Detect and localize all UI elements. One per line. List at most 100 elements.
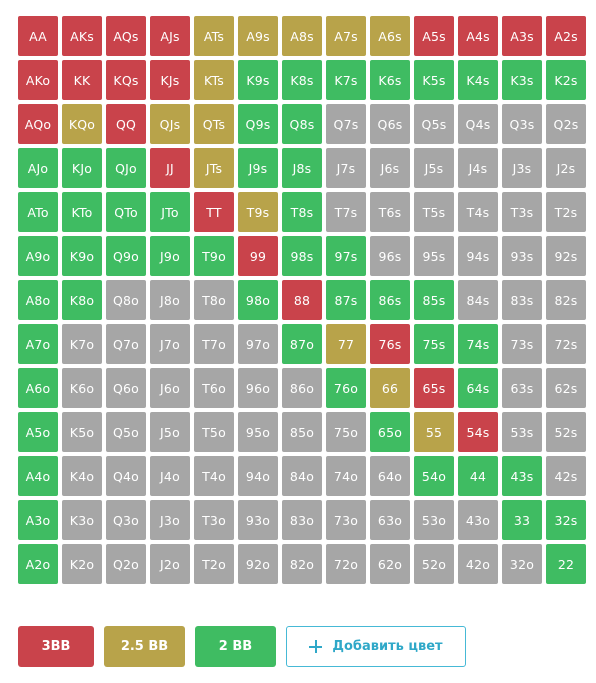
hand-cell[interactable]: 82o <box>282 544 322 584</box>
hand-cell[interactable]: KK <box>62 60 102 100</box>
hand-cell[interactable]: J3s <box>502 148 542 188</box>
hand-cell[interactable]: A3s <box>502 16 542 56</box>
hand-cell[interactable]: J3o <box>150 500 190 540</box>
hand-cell[interactable]: 86s <box>370 280 410 320</box>
hand-cell[interactable]: 64o <box>370 456 410 496</box>
hand-cell[interactable]: J7s <box>326 148 366 188</box>
hand-cell[interactable]: T4s <box>458 192 498 232</box>
hand-cell[interactable]: Q5o <box>106 412 146 452</box>
hand-cell[interactable]: 86o <box>282 368 322 408</box>
hand-cell[interactable]: J9s <box>238 148 278 188</box>
hand-cell[interactable]: T7s <box>326 192 366 232</box>
hand-cell[interactable]: 52s <box>546 412 586 452</box>
hand-cell[interactable]: T9o <box>194 236 234 276</box>
hand-cell[interactable]: 72s <box>546 324 586 364</box>
hand-cell[interactable]: T6s <box>370 192 410 232</box>
hand-cell[interactable]: Q7s <box>326 104 366 144</box>
hand-cell[interactable]: 63o <box>370 500 410 540</box>
hand-cell[interactable]: 64s <box>458 368 498 408</box>
hand-cell[interactable]: K2s <box>546 60 586 100</box>
hand-cell[interactable]: K4o <box>62 456 102 496</box>
hand-cell[interactable]: J9o <box>150 236 190 276</box>
hand-cell[interactable]: 74s <box>458 324 498 364</box>
hand-cell[interactable]: A4s <box>458 16 498 56</box>
hand-cell[interactable]: 87s <box>326 280 366 320</box>
hand-cell[interactable]: 94o <box>238 456 278 496</box>
hand-cell[interactable]: A5o <box>18 412 58 452</box>
hand-cell[interactable]: 73s <box>502 324 542 364</box>
hand-cell[interactable]: A2s <box>546 16 586 56</box>
hand-cell[interactable]: Q6s <box>370 104 410 144</box>
hand-cell[interactable]: AJs <box>150 16 190 56</box>
hand-cell[interactable]: KTs <box>194 60 234 100</box>
hand-cell[interactable]: A5s <box>414 16 454 56</box>
hand-cell[interactable]: T4o <box>194 456 234 496</box>
hand-cell[interactable]: 85o <box>282 412 322 452</box>
hand-cell[interactable]: K8o <box>62 280 102 320</box>
hand-cell[interactable]: 88 <box>282 280 322 320</box>
hand-cell[interactable]: 63s <box>502 368 542 408</box>
hand-cell[interactable]: T2o <box>194 544 234 584</box>
legend-color-2bb[interactable]: 2 BB <box>195 626 276 667</box>
hand-cell[interactable]: 62s <box>546 368 586 408</box>
hand-cell[interactable]: 92s <box>546 236 586 276</box>
hand-cell[interactable]: 84o <box>282 456 322 496</box>
hand-cell[interactable]: K3s <box>502 60 542 100</box>
hand-cell[interactable]: A7s <box>326 16 366 56</box>
hand-cell[interactable]: K5o <box>62 412 102 452</box>
hand-cell[interactable]: JTs <box>194 148 234 188</box>
hand-cell[interactable]: JTo <box>150 192 190 232</box>
hand-cell[interactable]: 73o <box>326 500 366 540</box>
hand-cell[interactable]: Q2o <box>106 544 146 584</box>
hand-cell[interactable]: J4o <box>150 456 190 496</box>
hand-cell[interactable]: Q8s <box>282 104 322 144</box>
hand-cell[interactable]: Q2s <box>546 104 586 144</box>
hand-cell[interactable]: J5o <box>150 412 190 452</box>
hand-cell[interactable]: 43o <box>458 500 498 540</box>
hand-cell[interactable]: T9s <box>238 192 278 232</box>
hand-cell[interactable]: T8o <box>194 280 234 320</box>
hand-cell[interactable]: TT <box>194 192 234 232</box>
hand-cell[interactable]: A8s <box>282 16 322 56</box>
hand-cell[interactable]: 96s <box>370 236 410 276</box>
hand-cell[interactable]: K2o <box>62 544 102 584</box>
hand-cell[interactable]: AA <box>18 16 58 56</box>
hand-cell[interactable]: J8s <box>282 148 322 188</box>
hand-cell[interactable]: QQ <box>106 104 146 144</box>
add-color-button[interactable]: Добавить цвет <box>286 626 466 667</box>
hand-cell[interactable]: A2o <box>18 544 58 584</box>
hand-cell[interactable]: QJs <box>150 104 190 144</box>
hand-cell[interactable]: 99 <box>238 236 278 276</box>
hand-cell[interactable]: 52o <box>414 544 454 584</box>
hand-cell[interactable]: 32s <box>546 500 586 540</box>
hand-cell[interactable]: 33 <box>502 500 542 540</box>
hand-cell[interactable]: 65o <box>370 412 410 452</box>
hand-cell[interactable]: K8s <box>282 60 322 100</box>
hand-cell[interactable]: 93s <box>502 236 542 276</box>
hand-cell[interactable]: 54o <box>414 456 454 496</box>
hand-cell[interactable]: T8s <box>282 192 322 232</box>
hand-cell[interactable]: K6o <box>62 368 102 408</box>
hand-cell[interactable]: 98o <box>238 280 278 320</box>
hand-cell[interactable]: 72o <box>326 544 366 584</box>
hand-cell[interactable]: 75o <box>326 412 366 452</box>
hand-cell[interactable]: Q3o <box>106 500 146 540</box>
hand-cell[interactable]: K7s <box>326 60 366 100</box>
hand-cell[interactable]: J5s <box>414 148 454 188</box>
hand-cell[interactable]: T7o <box>194 324 234 364</box>
hand-cell[interactable]: 85s <box>414 280 454 320</box>
hand-cell[interactable]: T2s <box>546 192 586 232</box>
hand-cell[interactable]: Q8o <box>106 280 146 320</box>
hand-cell[interactable]: 87o <box>282 324 322 364</box>
hand-cell[interactable]: 97s <box>326 236 366 276</box>
hand-cell[interactable]: A9o <box>18 236 58 276</box>
hand-cell[interactable]: 66 <box>370 368 410 408</box>
hand-cell[interactable]: QTs <box>194 104 234 144</box>
hand-cell[interactable]: Q9s <box>238 104 278 144</box>
hand-cell[interactable]: A7o <box>18 324 58 364</box>
hand-cell[interactable]: KQs <box>106 60 146 100</box>
hand-cell[interactable]: AQs <box>106 16 146 56</box>
hand-cell[interactable]: K9o <box>62 236 102 276</box>
hand-cell[interactable]: AKs <box>62 16 102 56</box>
hand-cell[interactable]: J7o <box>150 324 190 364</box>
